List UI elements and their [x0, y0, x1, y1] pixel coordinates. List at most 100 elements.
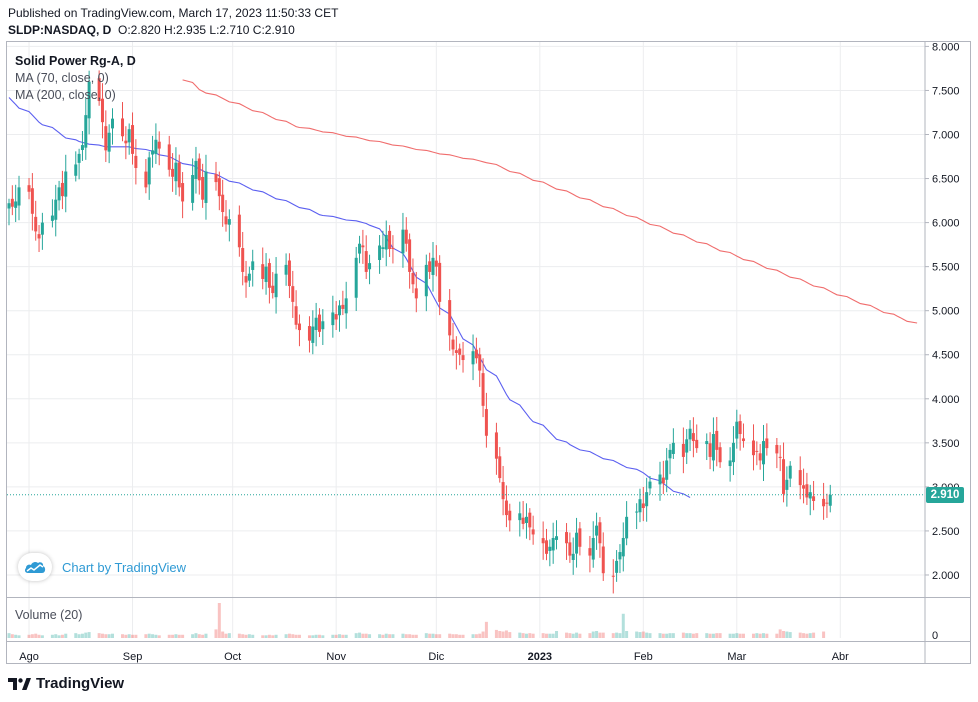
volume-bar: [565, 632, 569, 638]
volume-bar: [204, 633, 208, 638]
candle-body: [57, 187, 61, 201]
legend-ma70[interactable]: MA (70, close, 0): [15, 71, 109, 85]
volume-bar: [595, 631, 599, 638]
candle-body: [808, 492, 812, 499]
candle-body: [625, 516, 629, 539]
candle-body: [344, 298, 348, 314]
published-header: Published on TradingView.com, March 17, …: [8, 6, 339, 20]
candle-body: [825, 502, 829, 504]
volume-bar: [34, 633, 38, 638]
candle-body: [331, 312, 335, 326]
volume-bar: [755, 633, 759, 638]
candle-body: [458, 348, 462, 355]
volume-bar: [191, 634, 195, 638]
volume-bar: [518, 632, 522, 638]
candle-body: [668, 449, 672, 459]
candle-body: [294, 306, 298, 325]
candle-body: [17, 187, 21, 206]
y-tick-label: 4.000: [932, 394, 960, 406]
volume-bar: [247, 634, 251, 638]
candle-body: [671, 442, 675, 454]
candle-body: [261, 264, 265, 279]
candle-body: [812, 496, 816, 501]
candle-body: [611, 575, 615, 577]
volume-bar: [551, 633, 555, 638]
volume-bar: [27, 634, 31, 638]
candle-body: [241, 248, 245, 272]
volume-bar: [17, 635, 21, 638]
candle-body: [521, 517, 525, 524]
volume-bar: [364, 633, 368, 638]
volume-bar: [461, 634, 465, 638]
candle-body: [641, 503, 645, 509]
volume-pane-title[interactable]: Volume (20): [15, 608, 83, 622]
candle-body: [224, 216, 228, 225]
candle-body: [765, 438, 769, 449]
candle-body: [124, 140, 128, 144]
candle-body: [408, 239, 412, 272]
candle-body: [34, 216, 38, 232]
watermark-text: Chart by TradingView: [62, 559, 187, 575]
volume-bar: [671, 633, 675, 638]
y-tick-label: 2.500: [932, 526, 960, 538]
volume-bar: [575, 632, 579, 638]
candle-body: [782, 459, 786, 494]
volume-bar: [738, 633, 742, 638]
chart-by-tradingview-watermark[interactable]: Chart by TradingView: [18, 553, 186, 581]
candle-body: [157, 141, 161, 149]
tradingview-brand[interactable]: TradingView: [8, 675, 124, 692]
candle-body: [314, 317, 318, 330]
candle-body: [555, 536, 559, 540]
volume-bar: [171, 634, 175, 638]
volume-bar: [60, 634, 64, 638]
brand-name: TradingView: [36, 675, 125, 692]
volume-bar: [134, 634, 138, 638]
volume-bar: [765, 633, 769, 638]
volume-bar: [37, 634, 41, 638]
volume-bar: [404, 634, 408, 638]
volume-bar: [181, 634, 185, 638]
x-tick-label: Nov: [326, 651, 346, 663]
volume-bar: [54, 634, 58, 638]
y-tick-label: 8.000: [932, 41, 960, 53]
candle-body: [291, 286, 295, 302]
candle-body: [778, 456, 782, 458]
volume-bar: [521, 633, 525, 638]
volume-bar: [731, 633, 735, 638]
candle-body: [434, 260, 438, 267]
candle-body: [391, 247, 395, 250]
candle-body: [341, 304, 345, 309]
candle-body: [167, 144, 171, 170]
candle-body: [247, 273, 251, 281]
candle-body: [802, 485, 806, 489]
candle-body: [287, 260, 291, 287]
volume-bar: [294, 634, 298, 638]
candle-body: [648, 481, 652, 489]
candle-body: [575, 532, 579, 554]
candle-body: [508, 510, 512, 521]
x-tick-label: Oct: [224, 651, 241, 663]
volume-bar: [74, 633, 78, 638]
candle-body: [681, 443, 685, 457]
ma70-path: [8, 97, 691, 498]
x-tick-label: Feb: [634, 651, 653, 663]
candle-body: [591, 537, 595, 560]
candle-body: [762, 441, 766, 465]
candle-body: [251, 261, 255, 270]
candle-body: [87, 81, 91, 119]
candle-body: [134, 155, 138, 168]
candle-body: [601, 546, 605, 574]
volume-bar: [621, 613, 625, 638]
x-tick-label: Abr: [832, 651, 849, 663]
volume-bar: [428, 633, 432, 638]
candle-body: [321, 321, 325, 330]
candle-body: [454, 350, 458, 353]
candle-body: [404, 229, 408, 244]
candle-body: [307, 326, 311, 341]
volume-bar: [778, 629, 782, 638]
legend-ma200[interactable]: MA (200, close, 0): [15, 88, 116, 102]
volume-bar: [127, 634, 131, 638]
candle-body: [338, 305, 342, 316]
candle-body: [524, 516, 528, 523]
